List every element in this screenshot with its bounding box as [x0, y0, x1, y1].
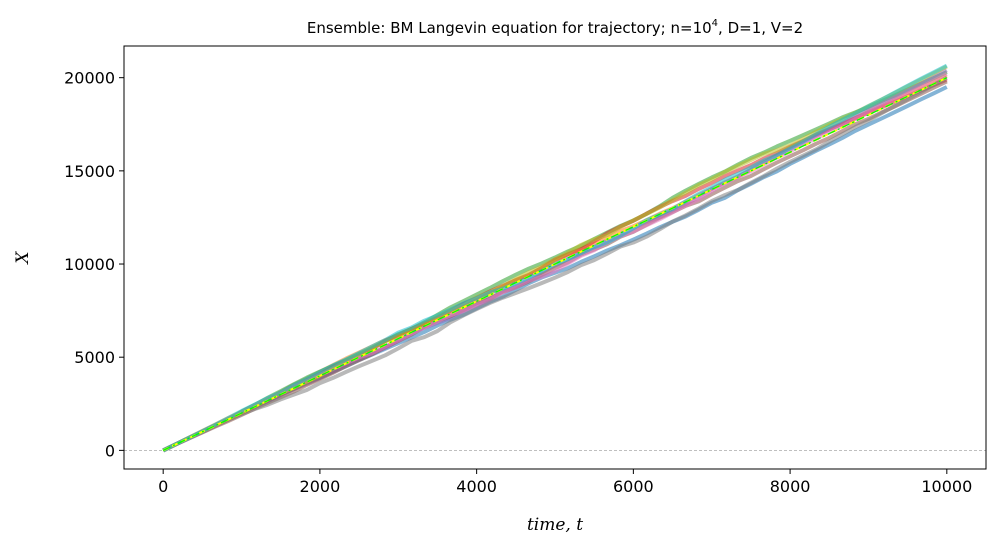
ensemble-trajectory-6 — [162, 79, 948, 453]
x-tick-label: 6000 — [613, 477, 654, 496]
x-tick-label: 0 — [158, 477, 168, 496]
x-tick-label: 2000 — [300, 477, 341, 496]
y-tick-label: 5000 — [74, 348, 115, 367]
x-tick-label: 8000 — [770, 477, 811, 496]
x-tick-label: 4000 — [456, 477, 497, 496]
y-axis-label: X — [13, 251, 33, 266]
title-suffix: , D=1, V=2 — [718, 19, 803, 37]
x-axis-label: time, t — [527, 515, 583, 535]
theory-drift-line — [162, 77, 948, 451]
ensemble-trajectory-8 — [162, 75, 948, 453]
chart-title: Ensemble: BM Langevin equation for traje… — [307, 18, 803, 37]
title-prefix: Ensemble: BM Langevin equation for traje… — [307, 19, 712, 37]
title-sup: 4 — [712, 18, 718, 29]
y-tick-label: 15000 — [64, 162, 115, 181]
y-tick-label: 0 — [105, 441, 115, 460]
y-tick-label: 20000 — [64, 69, 115, 88]
x-tick-label: 10000 — [921, 477, 972, 496]
plot-frame — [123, 45, 987, 470]
y-tick-label: 10000 — [64, 255, 115, 274]
